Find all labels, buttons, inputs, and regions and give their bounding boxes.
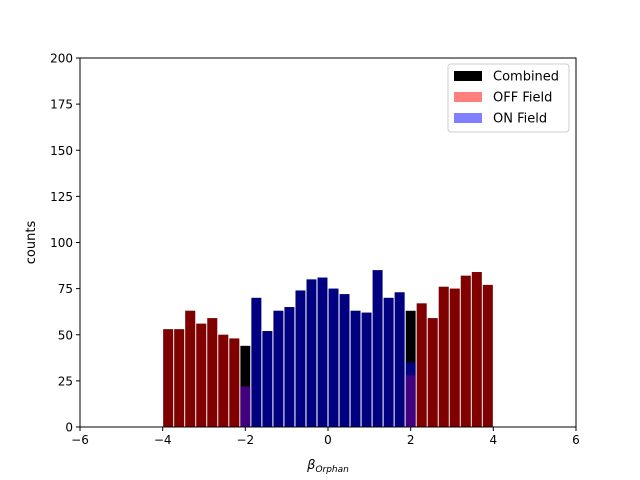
- x-tick-label: 0: [324, 433, 332, 447]
- y-tick-label: 150: [50, 144, 73, 158]
- bar-on-field: [361, 312, 372, 427]
- legend-label-on-field: ON Field: [493, 112, 547, 127]
- x-tick-label: −6: [71, 433, 89, 447]
- bar-on-field: [405, 362, 416, 427]
- bar-on-field: [350, 310, 361, 427]
- x-axis-ticks: −6 −4 −2 0 2 4 6: [71, 427, 580, 447]
- bar-off-field: [174, 329, 185, 427]
- bar-off-field: [196, 323, 207, 427]
- bar-on-field: [284, 307, 295, 427]
- bar-on-field: [262, 331, 273, 427]
- bar-on-field: [317, 277, 328, 427]
- bar-on-field: [339, 294, 350, 427]
- bars-group: [163, 270, 493, 427]
- bar-on-field: [328, 288, 339, 427]
- bar-off-field: [218, 334, 229, 427]
- bar-on-field: [394, 292, 405, 427]
- y-tick-label: 200: [50, 52, 73, 66]
- y-tick-label: 50: [58, 328, 73, 342]
- legend-label-off-field: OFF Field: [493, 91, 552, 106]
- legend-swatch-combined: [454, 71, 482, 81]
- x-tick-label: −2: [236, 433, 254, 447]
- bar-off-field: [482, 284, 493, 427]
- y-axis-label: counts: [24, 221, 39, 265]
- y-tick-label: 125: [50, 190, 73, 204]
- bar-on-field: [372, 270, 383, 427]
- bar-on-field: [273, 310, 284, 427]
- bar-off-field: [471, 272, 482, 427]
- y-tick-label: 175: [50, 98, 73, 112]
- bar-off-field: [438, 286, 449, 427]
- bar-on-field: [240, 386, 251, 427]
- x-axis-label: βOrphan: [306, 458, 349, 475]
- y-tick-label: 0: [65, 421, 73, 435]
- bar-off-field: [460, 275, 471, 427]
- x-tick-label: 4: [490, 433, 498, 447]
- y-axis-ticks: 0 25 50 75 100 125 150 175 200: [50, 52, 80, 435]
- bar-off-field: [416, 303, 427, 427]
- bar-off-field: [229, 338, 240, 427]
- x-axis-label-main: β: [306, 458, 315, 473]
- bar-off-field: [427, 318, 438, 427]
- x-tick-label: 2: [407, 433, 415, 447]
- y-tick-label: 100: [50, 236, 73, 250]
- bar-on-field: [295, 290, 306, 427]
- y-tick-label: 75: [58, 282, 73, 296]
- bar-off-field: [449, 288, 460, 427]
- legend-label-combined: Combined: [493, 70, 559, 85]
- bar-on-field: [383, 297, 394, 427]
- x-tick-label: −4: [154, 433, 172, 447]
- bar-off-field: [185, 310, 196, 427]
- y-tick-label: 25: [58, 374, 73, 388]
- legend-swatch-on-field: [454, 113, 482, 123]
- legend: Combined OFF Field ON Field: [447, 63, 570, 133]
- bar-off-field: [163, 329, 174, 427]
- bar-on-field: [251, 297, 262, 427]
- x-tick-label: 6: [572, 433, 580, 447]
- bar-off-field: [207, 318, 218, 427]
- bar-on-field: [306, 279, 317, 427]
- x-axis-label-subscript: Orphan: [315, 465, 349, 475]
- legend-swatch-off-field: [454, 92, 482, 102]
